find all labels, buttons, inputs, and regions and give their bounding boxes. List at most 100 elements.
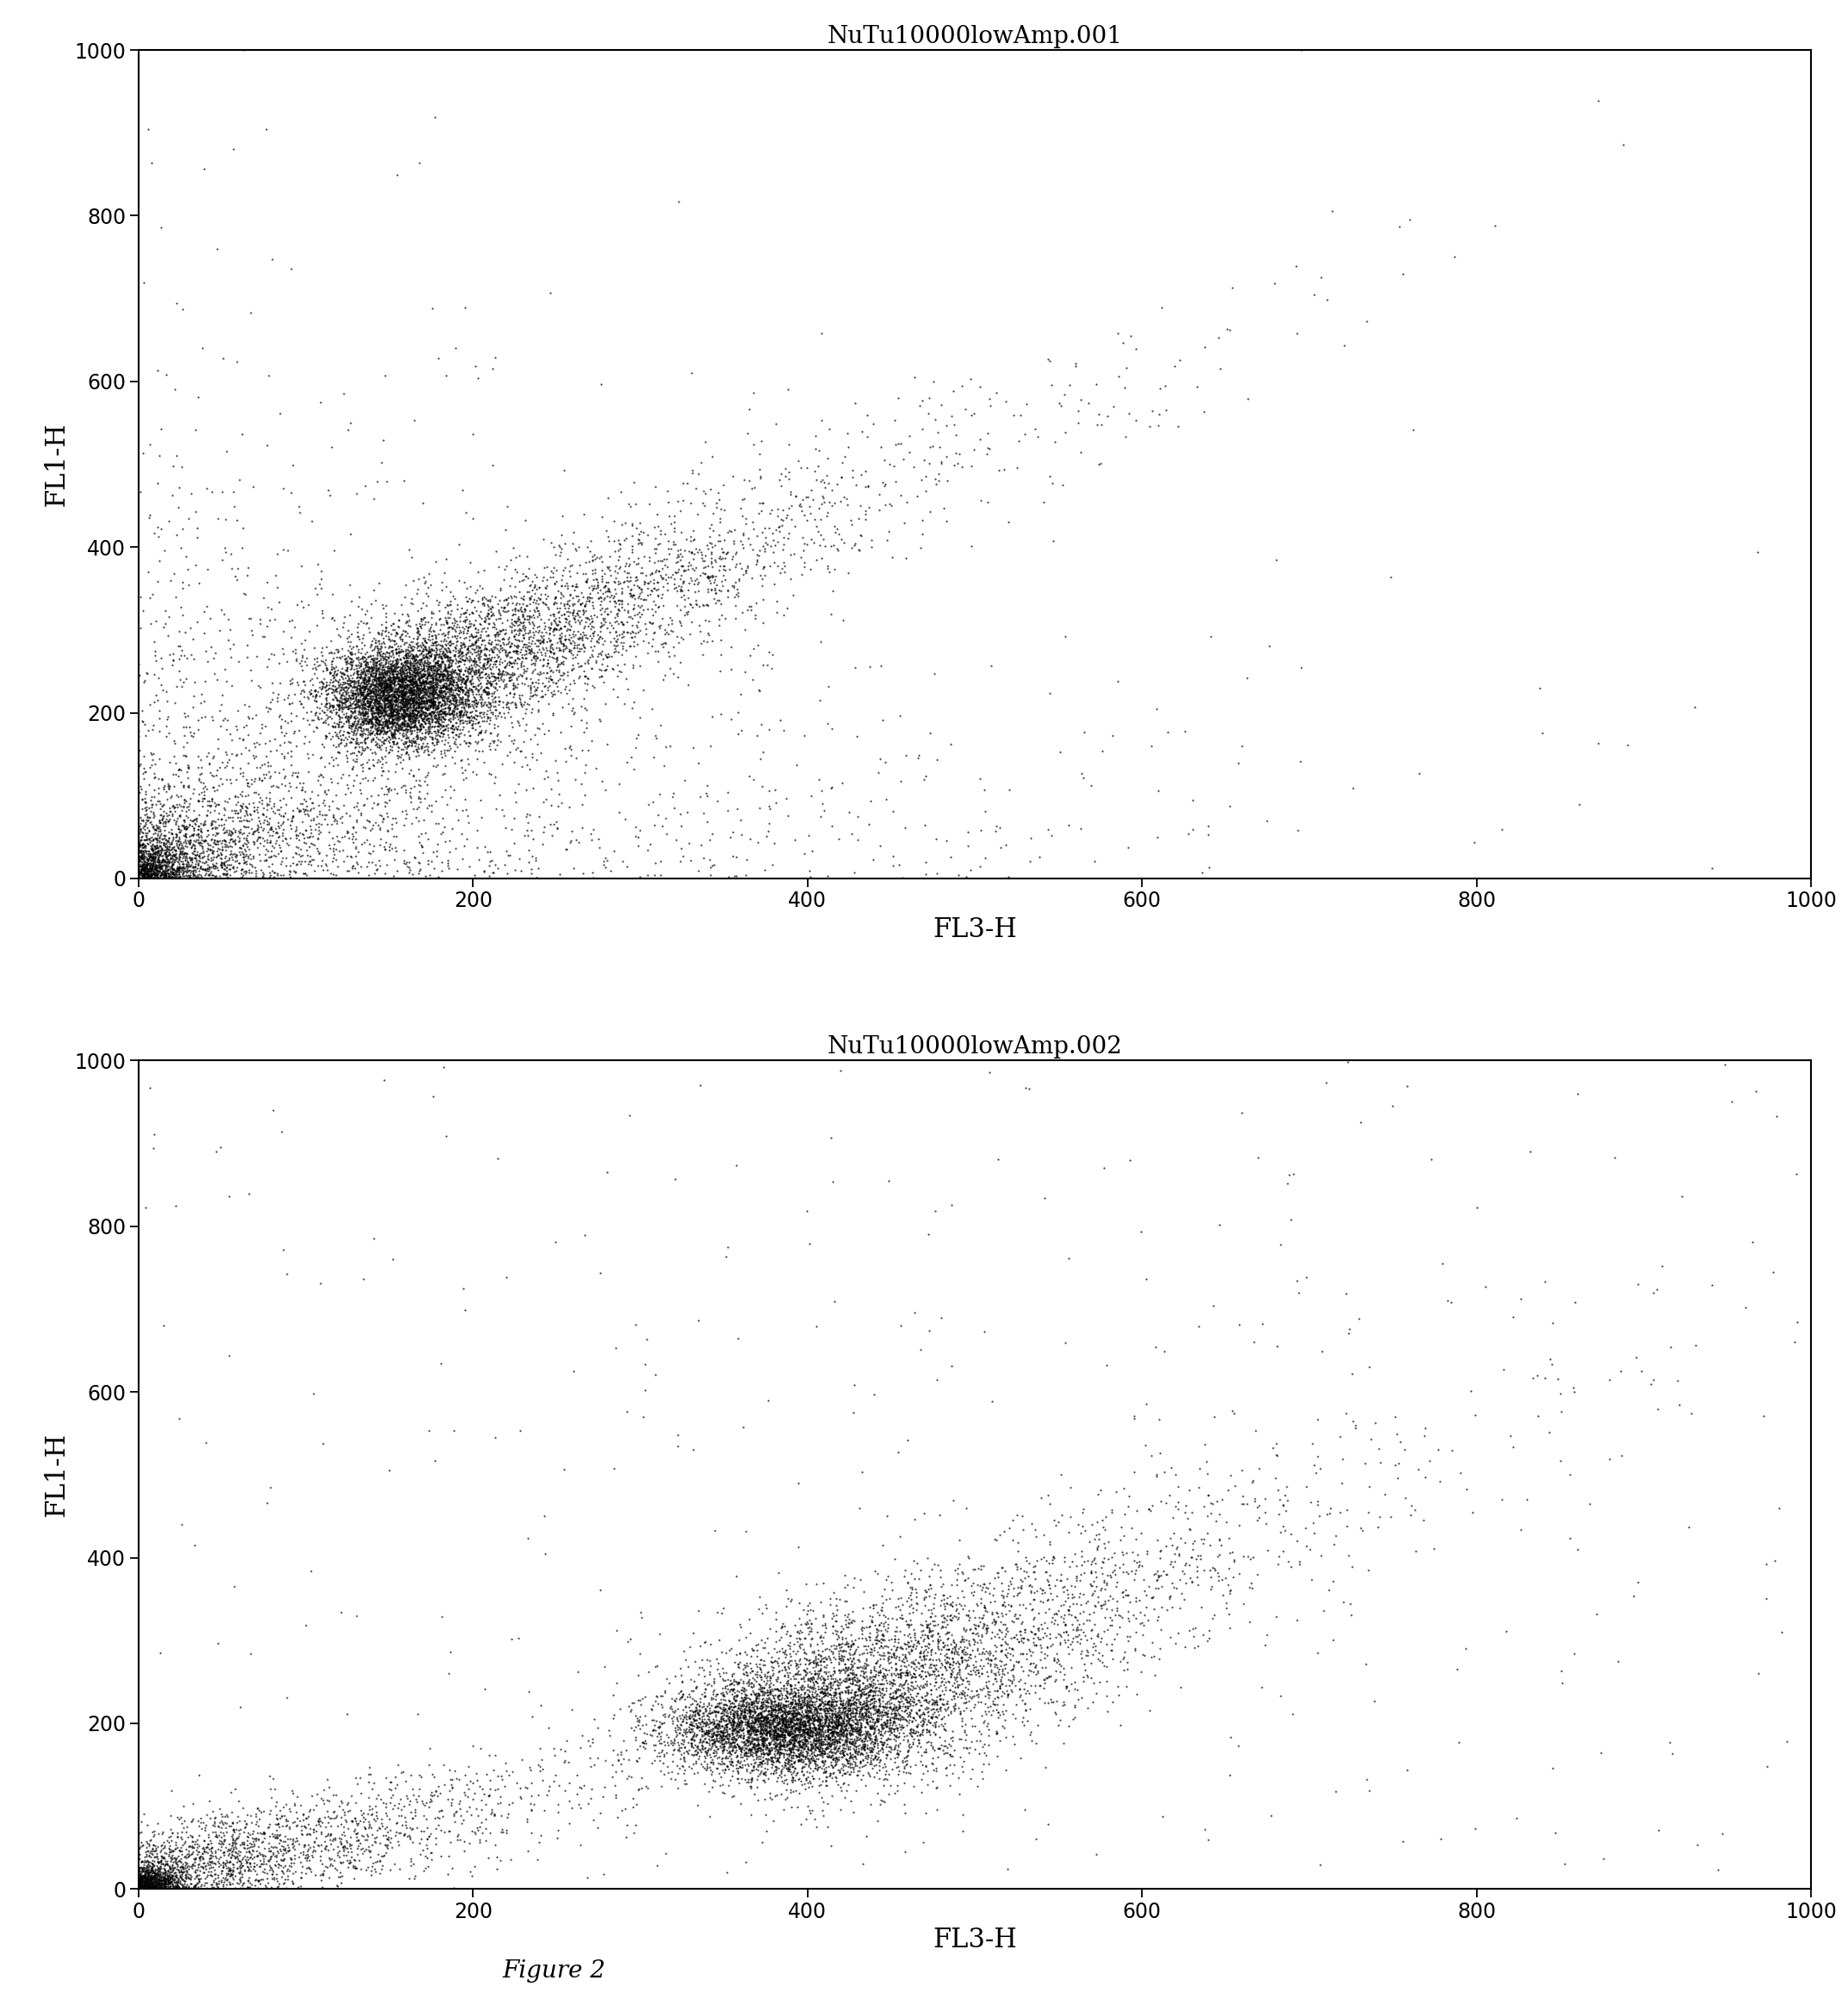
Point xyxy=(772,1755,802,1787)
Point xyxy=(126,1873,155,1905)
Point xyxy=(645,1711,675,1743)
Point xyxy=(832,1727,861,1759)
Point xyxy=(669,1741,699,1773)
Point xyxy=(133,856,163,888)
Point xyxy=(449,666,479,698)
Point xyxy=(438,1773,468,1805)
Point xyxy=(360,630,390,662)
Point xyxy=(373,672,403,704)
Point xyxy=(850,1691,880,1723)
Point xyxy=(658,558,687,590)
Point xyxy=(423,644,453,676)
Point xyxy=(140,856,170,888)
Point xyxy=(137,1833,166,1865)
Point xyxy=(388,674,418,706)
Point xyxy=(238,1853,268,1885)
Point xyxy=(802,1731,832,1763)
Point xyxy=(1249,1483,1279,1515)
Point xyxy=(355,1765,384,1797)
Point xyxy=(878,850,907,882)
Point xyxy=(870,746,900,778)
Point xyxy=(318,662,347,694)
Point xyxy=(756,530,785,562)
Point xyxy=(370,724,399,756)
Point xyxy=(1299,278,1329,310)
Point xyxy=(388,744,418,776)
Point xyxy=(974,1713,1003,1745)
Point xyxy=(146,1873,176,1905)
Point xyxy=(795,1721,824,1753)
Point xyxy=(342,790,371,822)
Point xyxy=(837,1661,867,1693)
Point xyxy=(164,1861,194,1893)
Point xyxy=(375,702,405,734)
Point xyxy=(216,816,246,848)
Point xyxy=(835,1689,865,1721)
Point xyxy=(763,1689,793,1721)
Point xyxy=(800,1697,830,1729)
Point xyxy=(935,1739,965,1771)
Point xyxy=(251,728,281,760)
Point xyxy=(399,650,429,682)
Point xyxy=(686,1747,715,1779)
Point xyxy=(133,1871,163,1903)
Point xyxy=(565,1791,595,1823)
Point xyxy=(152,1873,181,1905)
Point xyxy=(684,1737,713,1769)
Point xyxy=(323,722,353,754)
Point xyxy=(937,1675,967,1707)
Point xyxy=(142,1807,172,1839)
Point xyxy=(730,1697,760,1729)
Point xyxy=(418,710,447,742)
Point xyxy=(238,1817,268,1849)
Point xyxy=(514,630,543,662)
Point xyxy=(728,1657,758,1689)
Point xyxy=(734,1723,763,1755)
Point xyxy=(1068,1577,1098,1609)
Point xyxy=(190,846,220,878)
Point xyxy=(153,806,183,838)
Point xyxy=(159,848,188,880)
Point xyxy=(564,598,593,630)
Point xyxy=(717,1745,747,1777)
Point xyxy=(708,1737,737,1769)
Point xyxy=(362,704,392,736)
Point xyxy=(436,674,466,706)
Point xyxy=(131,1867,161,1899)
Point xyxy=(155,1867,185,1899)
Point xyxy=(418,676,447,708)
Point xyxy=(449,696,479,728)
Point xyxy=(913,1667,942,1699)
Point xyxy=(218,752,248,784)
Point xyxy=(863,1699,893,1731)
Point xyxy=(416,616,445,648)
Point xyxy=(784,1741,813,1773)
Point xyxy=(771,1707,800,1739)
Point xyxy=(972,1691,1002,1723)
Point xyxy=(370,642,399,674)
Point xyxy=(883,1689,913,1721)
Point xyxy=(911,1733,941,1765)
Point xyxy=(865,1625,894,1657)
Point xyxy=(353,662,383,694)
Point xyxy=(758,1715,787,1747)
Point xyxy=(881,1647,911,1679)
Point xyxy=(163,1853,192,1885)
Point xyxy=(190,1873,220,1905)
Point xyxy=(800,1695,830,1727)
Point xyxy=(379,668,408,700)
Point xyxy=(837,1705,867,1737)
Point xyxy=(736,1707,765,1739)
Point xyxy=(150,1865,179,1897)
Point xyxy=(686,1693,715,1725)
Point xyxy=(789,1665,819,1697)
Point xyxy=(765,1741,795,1773)
Point xyxy=(808,1735,837,1767)
Point xyxy=(804,1703,833,1735)
Point xyxy=(817,1667,846,1699)
Point xyxy=(414,658,444,690)
Point xyxy=(1303,1439,1332,1471)
Point xyxy=(1162,1617,1192,1649)
Point xyxy=(166,856,196,888)
Point xyxy=(323,694,353,726)
